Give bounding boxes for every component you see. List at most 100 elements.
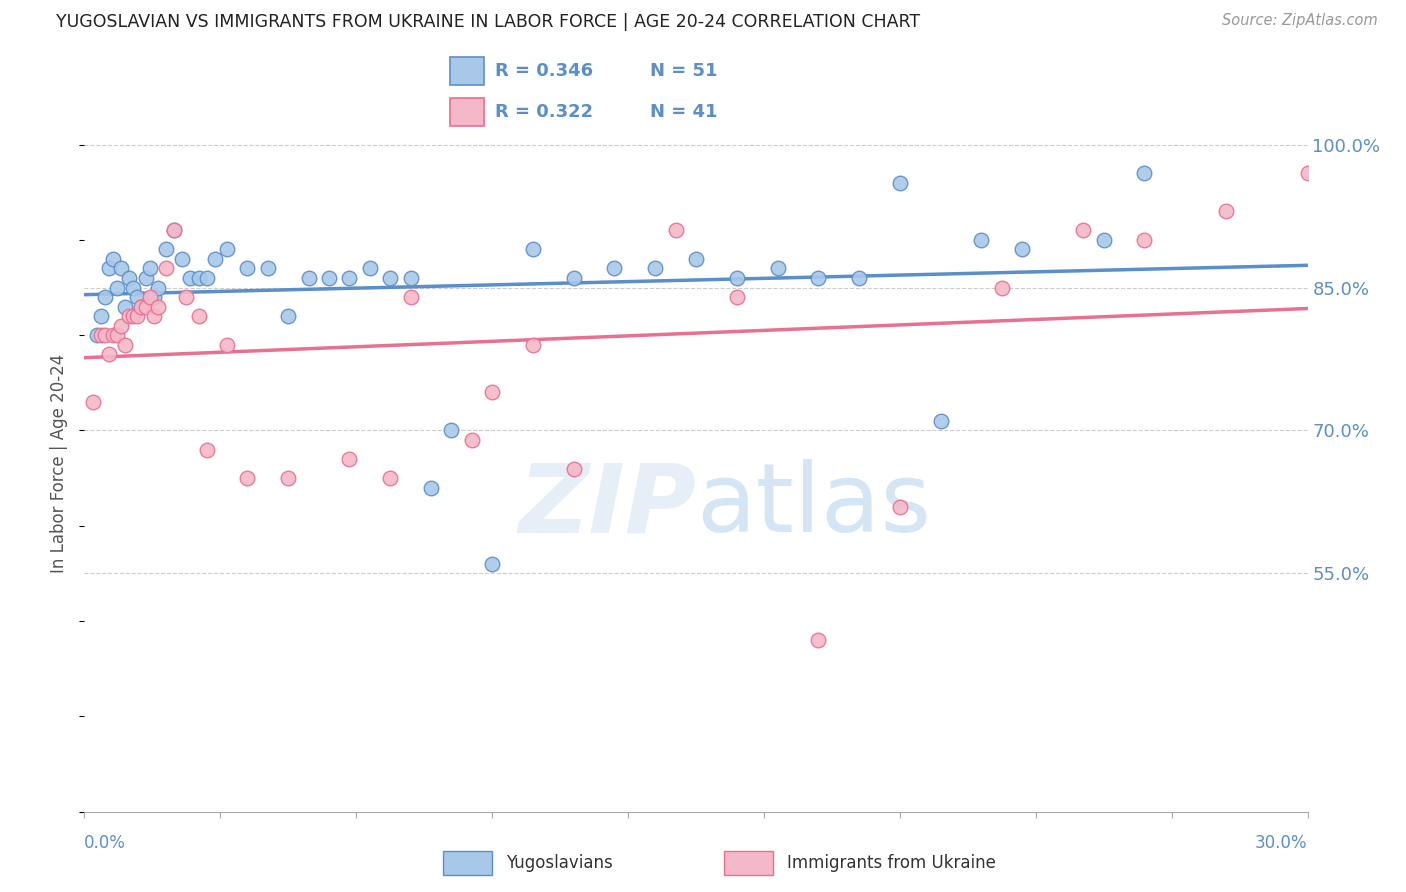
Text: 30.0%: 30.0%	[1256, 834, 1308, 852]
Text: 0.0%: 0.0%	[84, 834, 127, 852]
Point	[97, 261, 120, 276]
Point	[142, 290, 165, 304]
Text: ZIP: ZIP	[517, 459, 696, 552]
Point	[155, 261, 177, 276]
Text: Yugoslavians: Yugoslavians	[506, 854, 613, 872]
Point	[101, 252, 124, 266]
Point	[138, 261, 160, 276]
Point	[1133, 233, 1156, 247]
Point	[131, 300, 153, 314]
Point	[277, 309, 299, 323]
Text: R = 0.322: R = 0.322	[495, 103, 593, 121]
Point	[236, 471, 259, 485]
Point	[889, 500, 911, 514]
Point	[174, 290, 197, 304]
Point	[131, 300, 153, 314]
Point	[135, 271, 157, 285]
Point	[562, 271, 585, 285]
Point	[562, 461, 585, 475]
Text: N = 51: N = 51	[650, 62, 717, 79]
Point	[179, 271, 201, 285]
Point	[644, 261, 666, 276]
Point	[86, 328, 108, 343]
Point	[318, 271, 340, 285]
Point	[97, 347, 120, 361]
Point	[339, 452, 361, 467]
Point	[163, 223, 186, 237]
Point	[603, 261, 626, 276]
Point	[1092, 233, 1115, 247]
Point	[380, 471, 402, 485]
Point	[101, 328, 124, 343]
Point	[195, 271, 218, 285]
Point	[889, 176, 911, 190]
Point	[1073, 223, 1095, 237]
Point	[110, 318, 132, 333]
Point	[135, 300, 157, 314]
Point	[665, 223, 688, 237]
Point	[380, 271, 402, 285]
Point	[685, 252, 707, 266]
Point	[929, 414, 952, 428]
Point	[90, 328, 112, 343]
Point	[105, 328, 128, 343]
Point	[187, 309, 209, 323]
Point	[127, 309, 149, 323]
Text: YUGOSLAVIAN VS IMMIGRANTS FROM UKRAINE IN LABOR FORCE | AGE 20-24 CORRELATION CH: YUGOSLAVIAN VS IMMIGRANTS FROM UKRAINE I…	[56, 13, 921, 31]
Point	[420, 481, 443, 495]
Text: atlas: atlas	[696, 459, 931, 552]
Text: Immigrants from Ukraine: Immigrants from Ukraine	[787, 854, 997, 872]
Point	[848, 271, 870, 285]
Point	[522, 337, 544, 351]
Point	[82, 395, 104, 409]
Point	[118, 271, 141, 285]
Point	[187, 271, 209, 285]
FancyBboxPatch shape	[724, 851, 773, 875]
Point	[359, 261, 381, 276]
Point	[122, 280, 145, 294]
Point	[1011, 243, 1033, 257]
Point	[725, 271, 748, 285]
Point	[399, 271, 422, 285]
Point	[127, 290, 149, 304]
Point	[277, 471, 299, 485]
Point	[1296, 166, 1319, 180]
Point	[522, 243, 544, 257]
Point	[204, 252, 226, 266]
Point	[195, 442, 218, 457]
Point	[339, 271, 361, 285]
Point	[461, 433, 484, 447]
Point	[1133, 166, 1156, 180]
Point	[114, 337, 136, 351]
Point	[172, 252, 194, 266]
Point	[217, 243, 239, 257]
Point	[217, 337, 239, 351]
Point	[142, 309, 165, 323]
Point	[970, 233, 993, 247]
Point	[105, 280, 128, 294]
Text: R = 0.346: R = 0.346	[495, 62, 593, 79]
Point	[163, 223, 186, 237]
FancyBboxPatch shape	[443, 851, 492, 875]
Point	[481, 557, 503, 571]
Point	[1215, 204, 1237, 219]
Point	[146, 280, 169, 294]
Point	[807, 271, 830, 285]
Point	[440, 424, 463, 438]
Point	[991, 280, 1014, 294]
Point	[257, 261, 280, 276]
Point	[481, 385, 503, 400]
Point	[236, 261, 259, 276]
Point	[110, 261, 132, 276]
Point	[93, 328, 117, 343]
Point	[114, 300, 136, 314]
Point	[155, 243, 177, 257]
Y-axis label: In Labor Force | Age 20-24: In Labor Force | Age 20-24	[51, 354, 69, 574]
Point	[122, 309, 145, 323]
Point	[146, 300, 169, 314]
FancyBboxPatch shape	[450, 98, 484, 126]
Text: Source: ZipAtlas.com: Source: ZipAtlas.com	[1222, 13, 1378, 29]
Point	[725, 290, 748, 304]
Point	[138, 290, 160, 304]
Text: N = 41: N = 41	[650, 103, 717, 121]
